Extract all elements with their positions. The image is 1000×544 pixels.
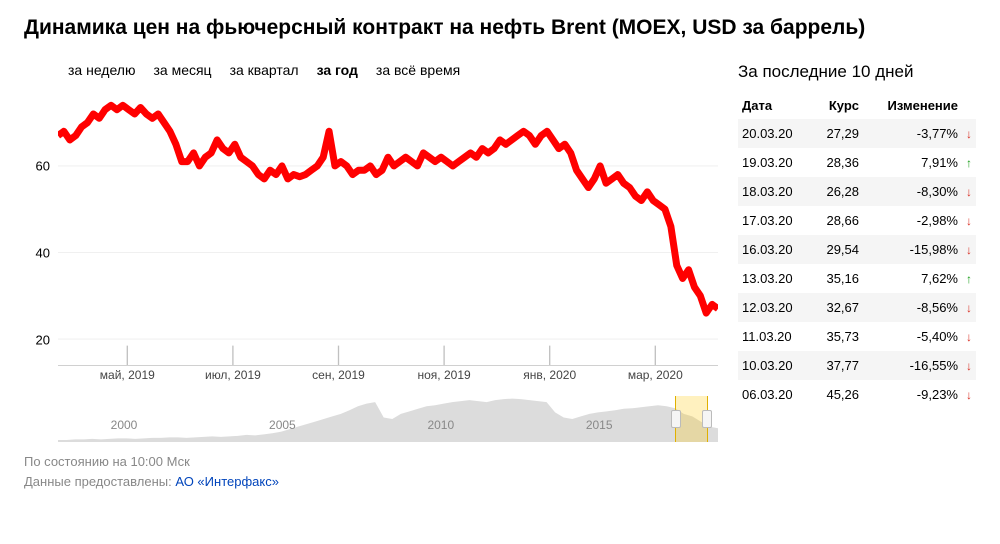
table-row: 19.03.2028,367,91%↑ <box>738 148 976 177</box>
cell-date: 12.03.20 <box>738 293 812 322</box>
cell-rate: 28,66 <box>812 206 863 235</box>
col-date: Дата <box>738 92 812 119</box>
overview-window[interactable] <box>675 396 708 442</box>
recent-panel: За последние 10 дней Дата Курс Изменение… <box>738 62 976 491</box>
cell-change: -3,77% <box>863 119 962 148</box>
overview-handle-right[interactable] <box>702 410 712 428</box>
table-row: 20.03.2027,29-3,77%↓ <box>738 119 976 148</box>
chart-footer: По состоянию на 10:00 Мск Данные предост… <box>24 452 718 491</box>
cell-change: 7,91% <box>863 148 962 177</box>
overview-tick-label: 2000 <box>111 418 138 432</box>
cell-change: -15,98% <box>863 235 962 264</box>
cell-change: -8,56% <box>863 293 962 322</box>
asof-text: По состоянию на 10:00 Мск <box>24 452 718 472</box>
cell-rate: 26,28 <box>812 177 863 206</box>
arrow-down-icon: ↓ <box>962 235 976 264</box>
provider-prefix: Данные предоставлены: <box>24 474 175 489</box>
y-axis-labels: 20 40 60 <box>24 88 54 366</box>
arrow-down-icon: ↓ <box>962 119 976 148</box>
x-tick-label: сен, 2019 <box>312 368 365 382</box>
y-tick-label: 20 <box>36 332 50 347</box>
x-tick-label: июл, 2019 <box>205 368 261 382</box>
arrow-down-icon: ↓ <box>962 380 976 409</box>
cell-rate: 37,77 <box>812 351 863 380</box>
cell-rate: 28,36 <box>812 148 863 177</box>
x-tick-label: янв, 2020 <box>523 368 576 382</box>
table-row: 11.03.2035,73-5,40%↓ <box>738 322 976 351</box>
period-tabs: за неделю за месяц за квартал за год за всё … <box>68 62 718 78</box>
cell-rate: 35,73 <box>812 322 863 351</box>
table-row: 06.03.2045,26-9,23%↓ <box>738 380 976 409</box>
col-rate: Курс <box>812 92 863 119</box>
y-tick-label: 60 <box>36 159 50 174</box>
tab-period[interactable]: за год <box>317 62 358 78</box>
tab-period[interactable]: за всё время <box>376 62 460 78</box>
cell-date: 11.03.20 <box>738 322 812 351</box>
cell-date: 18.03.20 <box>738 177 812 206</box>
y-tick-label: 40 <box>36 246 50 261</box>
table-row: 10.03.2037,77-16,55%↓ <box>738 351 976 380</box>
arrow-down-icon: ↓ <box>962 293 976 322</box>
arrow-down-icon: ↓ <box>962 177 976 206</box>
recent-title: За последние 10 дней <box>738 62 976 82</box>
arrow-down-icon: ↓ <box>962 322 976 351</box>
table-row: 18.03.2026,28-8,30%↓ <box>738 177 976 206</box>
cell-date: 10.03.20 <box>738 351 812 380</box>
chart-plot-area[interactable] <box>58 88 718 366</box>
page-title: Динамика цен на фьючерсный контракт на н… <box>24 16 976 40</box>
chart-panel: за неделю за месяц за квартал за год за всё … <box>24 62 718 491</box>
cell-rate: 35,16 <box>812 264 863 293</box>
cell-rate: 32,67 <box>812 293 863 322</box>
x-tick-label: мар, 2020 <box>628 368 683 382</box>
overview-tick-label: 2010 <box>427 418 454 432</box>
overview-tick-label: 2015 <box>586 418 613 432</box>
cell-date: 13.03.20 <box>738 264 812 293</box>
cell-date: 06.03.20 <box>738 380 812 409</box>
tab-period[interactable]: за квартал <box>230 62 299 78</box>
table-row: 13.03.2035,167,62%↑ <box>738 264 976 293</box>
arrow-down-icon: ↓ <box>962 206 976 235</box>
col-change: Изменение <box>863 92 962 119</box>
arrow-up-icon: ↑ <box>962 264 976 293</box>
cell-date: 16.03.20 <box>738 235 812 264</box>
recent-table: Дата Курс Изменение 20.03.2027,29-3,77%↓… <box>738 92 976 409</box>
cell-date: 17.03.20 <box>738 206 812 235</box>
x-tick-label: май, 2019 <box>100 368 155 382</box>
cell-change: -5,40% <box>863 322 962 351</box>
x-tick-label: ноя, 2019 <box>418 368 471 382</box>
table-row: 12.03.2032,67-8,56%↓ <box>738 293 976 322</box>
cell-date: 19.03.20 <box>738 148 812 177</box>
cell-rate: 27,29 <box>812 119 863 148</box>
cell-change: -16,55% <box>863 351 962 380</box>
cell-change: -9,23% <box>863 380 962 409</box>
cell-rate: 29,54 <box>812 235 863 264</box>
overview-handle-left[interactable] <box>671 410 681 428</box>
cell-rate: 45,26 <box>812 380 863 409</box>
overview-tick-label: 2005 <box>269 418 296 432</box>
table-row: 16.03.2029,54-15,98%↓ <box>738 235 976 264</box>
main-chart: 20 40 60 май, 2019 июл, 2019 сен, 2019 ноя, 2… <box>24 88 718 388</box>
overview-scrubber[interactable]: 2000 2005 2010 2015 <box>58 396 718 442</box>
provider-link[interactable]: АО «Интерфакс» <box>175 474 279 489</box>
cell-change: -2,98% <box>863 206 962 235</box>
x-axis-labels: май, 2019 июл, 2019 сен, 2019 ноя, 2019 янв,… <box>58 368 718 388</box>
table-row: 17.03.2028,66-2,98%↓ <box>738 206 976 235</box>
cell-date: 20.03.20 <box>738 119 812 148</box>
arrow-up-icon: ↑ <box>962 148 976 177</box>
tab-period[interactable]: за неделю <box>68 62 135 78</box>
table-header-row: Дата Курс Изменение <box>738 92 976 119</box>
tab-period[interactable]: за месяц <box>153 62 211 78</box>
col-arrow <box>962 92 976 119</box>
arrow-down-icon: ↓ <box>962 351 976 380</box>
cell-change: -8,30% <box>863 177 962 206</box>
cell-change: 7,62% <box>863 264 962 293</box>
